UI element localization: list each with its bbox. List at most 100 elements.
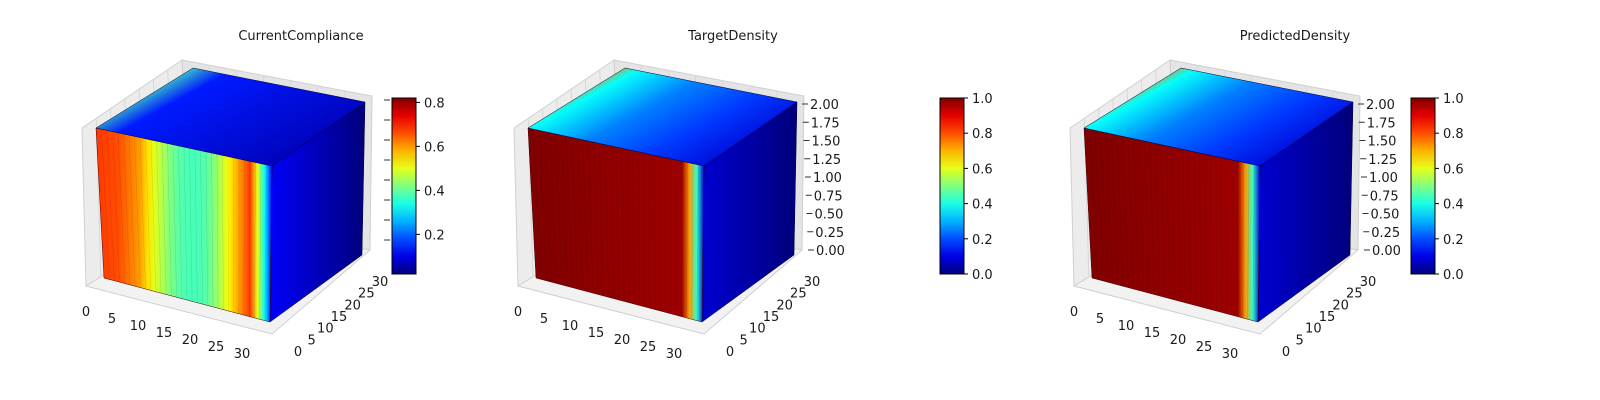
voxel-edge <box>549 132 558 284</box>
z-tick-label: 1.75 <box>1367 116 1396 131</box>
x-tick-label: 15 <box>588 326 605 341</box>
colorbar-tick-label: 0.6 <box>424 140 445 155</box>
voxel-edge <box>194 149 198 303</box>
voxel-edge <box>167 143 172 296</box>
x-tick-label: 15 <box>1144 326 1161 341</box>
voxel-edge <box>577 138 583 291</box>
colorbar-tick-label: 0.6 <box>972 162 993 177</box>
voxel-edge <box>1204 154 1207 309</box>
x-tick-label: 25 <box>208 340 225 355</box>
x-tick-label: 0 <box>514 305 522 320</box>
colorbar-tick-label: 0.8 <box>972 127 993 142</box>
voxel-edge <box>599 143 604 296</box>
y-tick-label: 0 <box>726 345 734 360</box>
voxel-edge <box>1138 139 1145 292</box>
voxel-edge <box>1133 138 1139 291</box>
voxel-edge <box>1210 155 1212 310</box>
z-tick-label: 1.75 <box>811 116 840 131</box>
voxel-edge <box>259 163 262 320</box>
z-tick-label: 1.00 <box>813 171 842 186</box>
colorbar: 0.0 0.2 0.4 0.6 0.8 1.0 <box>939 92 993 283</box>
voxel-edge <box>189 148 193 302</box>
voxel-edge <box>593 142 599 295</box>
z-tick-label: 0.75 <box>1370 189 1399 204</box>
y-tick-label: 30 <box>372 275 389 290</box>
voxel-edge <box>145 138 151 291</box>
voxel-edge <box>222 155 224 310</box>
z-tick-label: 1.25 <box>812 153 841 168</box>
voxel-edge <box>610 145 615 299</box>
y-tick-label: 15 <box>1319 310 1336 325</box>
y-tick-label: 10 <box>749 322 766 337</box>
colorbar-gradient <box>939 97 965 275</box>
voxel-edge <box>538 130 547 281</box>
voxel-edge <box>1242 162 1244 318</box>
x-tick-label: 30 <box>1222 347 1239 362</box>
voxel-edge <box>637 151 641 306</box>
x-tick-label: 0 <box>82 305 90 320</box>
z-tick-label: 1.00 <box>1369 171 1398 186</box>
x-tick-label: 25 <box>1196 340 1213 355</box>
voxel-edge <box>1149 142 1155 295</box>
voxel-edge <box>1199 152 1202 307</box>
y-tick-label: 5 <box>740 333 748 348</box>
voxel-edge <box>648 154 651 309</box>
voxel-edge <box>680 161 683 317</box>
voxel-cube <box>527 67 798 323</box>
y-tick-label: 5 <box>308 333 316 348</box>
colorbar-tick-label: 1.0 <box>972 92 993 107</box>
z-tick-label: 0.50 <box>815 208 844 223</box>
voxel-edge <box>544 131 552 283</box>
voxel-edge <box>1105 132 1114 284</box>
voxel-edge <box>106 130 115 281</box>
colorbar-gradient <box>1410 97 1436 275</box>
voxel-edge <box>1215 156 1217 312</box>
voxel-edge <box>150 139 157 292</box>
voxel-edge <box>117 132 126 284</box>
voxel-edge <box>1166 145 1171 299</box>
voxel-edge <box>216 154 219 309</box>
voxel-edge <box>696 164 699 321</box>
voxel-edge <box>205 151 209 306</box>
voxel-edge <box>156 141 162 294</box>
voxel-edge <box>1247 163 1250 320</box>
voxel-edge <box>128 135 136 287</box>
colorbar-tick-label: 0.0 <box>972 268 993 283</box>
voxel-edge <box>1094 130 1103 281</box>
voxel-edge <box>566 136 573 288</box>
y-tick-label: 5 <box>1296 333 1304 348</box>
y-tick-label: 10 <box>317 322 334 337</box>
y-tick-label: 25 <box>358 287 375 302</box>
colorbar-tick-label: 0.0 <box>1443 268 1464 283</box>
cube-top-face <box>95 67 366 167</box>
voxel-edge <box>101 129 110 280</box>
voxel-edge <box>1171 146 1176 301</box>
voxel-edge <box>1236 161 1239 317</box>
voxel-edge <box>604 144 609 298</box>
y-tick-label: 20 <box>1332 298 1349 313</box>
voxel-edge <box>1188 150 1191 305</box>
voxel-edge <box>1252 164 1255 321</box>
voxel-edge <box>178 145 183 299</box>
y-tick-label: 25 <box>790 287 807 302</box>
voxel-edge <box>1100 131 1108 283</box>
voxel-edge <box>691 163 694 320</box>
voxel-cube <box>95 67 366 323</box>
voxel-edge <box>1144 141 1150 294</box>
voxel-edge <box>1116 135 1124 287</box>
x-tick-label: 5 <box>540 312 548 327</box>
colorbar-tick-label: 0.6 <box>1443 162 1464 177</box>
z-tick-label: 1.50 <box>812 135 841 150</box>
voxel-edge <box>654 155 656 310</box>
voxel-edge <box>200 150 203 305</box>
colorbar-tick-label: 0.2 <box>424 228 445 243</box>
cube-top-face <box>1083 67 1354 167</box>
y-tick-label: 10 <box>1305 322 1322 337</box>
x-tick-label: 5 <box>108 312 116 327</box>
y-tick-label: 30 <box>804 275 821 290</box>
x-tick-label: 10 <box>130 319 147 334</box>
voxel-edge <box>1127 137 1134 290</box>
voxel-edge <box>123 133 131 285</box>
plot-area: 0 5 10 15 20 25 30 0510152025300.000.250.500.75… <box>1069 59 1464 362</box>
